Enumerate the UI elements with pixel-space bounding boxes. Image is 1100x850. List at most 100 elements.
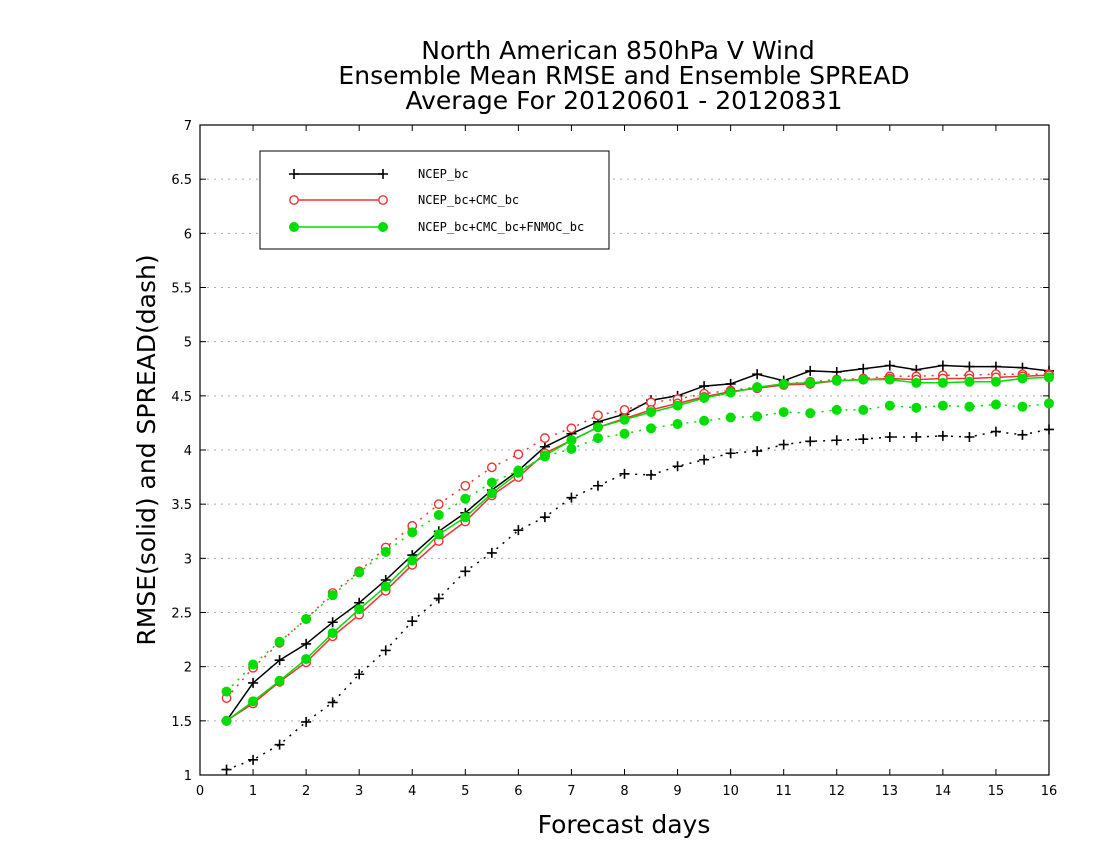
- series-1-spread-point: [1044, 424, 1054, 435]
- y-tick-label: 2: [184, 661, 192, 676]
- title-line-2: Ensemble Mean RMSE and Ensemble SPREAD: [338, 61, 909, 90]
- series-3-spread-point: [248, 659, 259, 670]
- series-3-spread-point: [699, 415, 710, 426]
- series-3-rmse-point: [937, 377, 948, 388]
- x-tick-label: 3: [355, 784, 363, 799]
- series-2-spread-point: [619, 405, 630, 415]
- series-3-spread-point: [805, 408, 816, 419]
- series-3-spread-point: [778, 407, 789, 418]
- legend-marker-1: [289, 169, 299, 179]
- series-1-spread-point: [831, 435, 842, 446]
- series-1-spread-point: [937, 430, 948, 441]
- series-3-spread-point: [831, 404, 842, 415]
- series-3-rmse-point: [1044, 372, 1054, 383]
- series-3-spread-point: [221, 686, 232, 697]
- series-3-rmse-point: [831, 375, 842, 386]
- legend-marker-2: [378, 195, 388, 205]
- x-tick-label: 4: [408, 784, 416, 799]
- series-1-spread-point: [513, 525, 524, 536]
- y-tick-label: 5.5: [171, 282, 192, 297]
- series-3-spread-point: [460, 493, 471, 504]
- x-tick-label: 15: [988, 784, 1005, 799]
- series-3-spread-point: [301, 614, 312, 624]
- title-line-1: North American 850hPa V Wind: [421, 36, 814, 65]
- series-layer: [221, 360, 1054, 775]
- series-3-spread-point: [354, 567, 365, 578]
- series-3-rmse-point: [778, 378, 789, 389]
- series-2: [221, 369, 1054, 726]
- x-tick-label: 13: [882, 784, 899, 799]
- series-3-spread-point: [752, 411, 763, 422]
- series-2-spread-point: [566, 423, 577, 434]
- series-3-spread-point: [566, 443, 577, 454]
- series-3-rmse-point: [1017, 373, 1028, 384]
- x-tick-label: 1: [249, 784, 257, 799]
- series-3-spread-point: [1017, 401, 1028, 412]
- series-3-spread-point: [407, 527, 418, 538]
- series-2-rmse-line: [226, 374, 1050, 722]
- series-3-rmse-point: [858, 374, 869, 385]
- y-axis-label: RMSE(solid) and SPREAD(dash): [132, 254, 161, 645]
- series-3-rmse-line: [226, 376, 1050, 722]
- series-1-spread-point: [990, 426, 1001, 437]
- series-3-rmse-point: [619, 414, 630, 425]
- series-1-spread-point: [752, 446, 763, 457]
- series-1-spread-point: [460, 566, 471, 577]
- x-tick-label: 16: [1041, 784, 1058, 799]
- legend-marker-1: [378, 169, 388, 179]
- series-1-spread-point: [1017, 429, 1028, 440]
- x-tick-label: 5: [461, 784, 469, 799]
- series-3-rmse-point: [327, 628, 338, 639]
- series-3-rmse-point: [486, 488, 497, 499]
- series-1-rmse-point: [884, 360, 895, 371]
- series-3-spread-point: [274, 636, 285, 647]
- series-1-spread-point: [566, 492, 577, 503]
- series-3-rmse-point: [248, 696, 259, 707]
- series-1-spread-point: [778, 439, 789, 450]
- series-1-spread-point: [380, 645, 391, 656]
- series-3-rmse-point: [380, 581, 391, 592]
- legend-marker-3: [378, 222, 388, 232]
- series-3-spread-point: [646, 423, 657, 434]
- x-tick-label: 7: [567, 784, 575, 799]
- series-1-spread-point: [301, 716, 312, 727]
- series-1-rmse-point: [301, 638, 312, 649]
- series-1-spread-point: [672, 461, 683, 472]
- series-1-spread-point: [221, 764, 232, 775]
- x-axis-label: Forecast days: [538, 810, 711, 839]
- x-tick-label: 6: [514, 784, 522, 799]
- series-3-rmse-point: [460, 512, 471, 523]
- series-3-spread-point: [1044, 398, 1054, 409]
- series-3-spread-point: [911, 402, 922, 413]
- series-3-spread-point: [990, 399, 1001, 410]
- y-tick-label: 4: [184, 444, 192, 459]
- x-tick-label: 8: [620, 784, 628, 799]
- series-1: [221, 360, 1054, 775]
- series-1-spread-point: [805, 436, 816, 447]
- y-tick-label: 1.5: [171, 715, 192, 730]
- series-2-spread-point: [513, 449, 524, 460]
- series-3-spread-point: [884, 400, 895, 411]
- series-3-rmse-point: [301, 654, 312, 665]
- series-2-spread-point: [433, 499, 444, 510]
- series-3-rmse-point: [433, 529, 444, 540]
- y-tick-label: 2.5: [171, 607, 192, 622]
- series-1-spread-point: [433, 593, 444, 604]
- legend-label-1: NCEP_bc: [418, 167, 469, 181]
- series-1-rmse-point: [805, 365, 816, 376]
- axis-ticks: 11.522.533.544.555.566.570 1 2 3 4 5 6 7 8 9 10 11 1…: [171, 119, 1057, 799]
- y-tick-label: 6.5: [171, 173, 192, 188]
- series-3-spread-point: [964, 401, 975, 412]
- series-3-rmse-point: [672, 400, 683, 411]
- series-3-spread-point: [937, 400, 948, 411]
- series-1-spread-point: [407, 616, 418, 627]
- legend: NCEP_bc NCEP_bc+CMC_bc NCEP_bc+CMC_bc+FNMO…: [259, 150, 610, 250]
- series-1-spread-point: [592, 480, 603, 491]
- series-3-spread-point: [619, 428, 630, 439]
- series-1-spread-point: [327, 697, 338, 708]
- series-3-rmse-point: [646, 407, 657, 418]
- chart-title: North American 850hPa V Wind Ensemble Me…: [338, 36, 909, 115]
- series-3-spread-point: [327, 590, 338, 601]
- series-3-rmse-point: [990, 376, 1001, 387]
- series-3-spread-point: [858, 404, 869, 415]
